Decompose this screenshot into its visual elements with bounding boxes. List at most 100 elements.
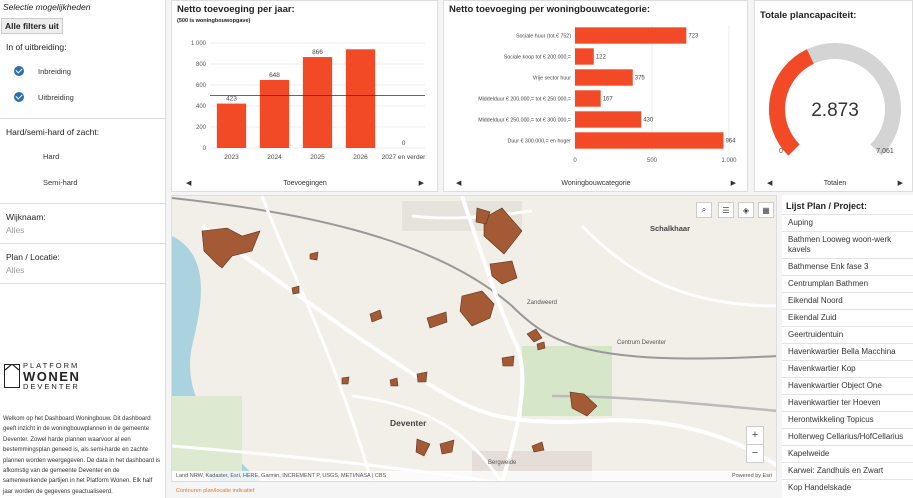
y-tick-label: 0 [203,146,207,152]
section-title: In of uitbreiding: [6,42,67,52]
bar[interactable] [575,48,594,65]
prev-arrow-icon[interactable]: ◀ [456,180,462,187]
plan-polygon[interactable] [475,207,491,225]
chart-title: Netto toevoeging per woningbouwcategorie… [449,4,651,15]
road [580,224,776,308]
list-item[interactable]: Eikendal Noord [782,292,913,309]
plan-polygon[interactable] [536,341,546,351]
plan-polygon[interactable] [341,376,350,385]
plan-polygon[interactable] [201,227,261,269]
list-item[interactable]: Kapelweide [782,445,913,462]
layers-icon[interactable]: ◈ [738,202,754,218]
x-tick-label: 500 [647,158,658,164]
road [351,394,503,481]
y-tick-label: 800 [196,62,207,68]
clear-filters-button[interactable]: Alle filters uit [1,18,63,34]
plan-polygon[interactable] [439,439,455,455]
next-arrow-icon[interactable]: ▶ [418,180,424,187]
option-uitbreiding[interactable]: Uitbreiding [6,84,159,110]
bar[interactable] [575,27,687,44]
search-icon[interactable]: ⌕ [696,202,712,218]
plan-polygon[interactable] [426,311,448,329]
bar[interactable] [575,69,633,86]
y-tick-label: 1.000 [191,41,207,47]
option-hard[interactable]: Hard [43,151,60,161]
list-item[interactable]: Centrumplan Bathmen [782,275,913,292]
zoom-in-icon[interactable]: + [751,429,759,441]
plan-polygon[interactable] [489,260,518,285]
chart-title: Totale plancapaciteit: [760,10,857,21]
wijknaam-value: Alles [6,225,25,235]
bar[interactable] [575,132,724,149]
nav-label: Woningbouwcategorie [561,179,631,187]
intro-text: Welkom op het Dashboard Woningbouw. Dit … [3,416,161,495]
plan-locations[interactable] [201,207,598,457]
bar[interactable] [259,79,290,148]
plan-polygon[interactable] [309,251,319,261]
y-tick-label: 400 [196,104,207,110]
data-label: 866 [312,49,323,56]
gauge-value-arc[interactable] [769,49,815,156]
bar[interactable] [302,57,333,148]
section-title: Plan / Locatie: [6,252,60,262]
plan-polygon[interactable] [459,290,495,327]
list-item[interactable]: Bathmen Looweg woon-werk kavels [782,231,913,258]
data-label: 167 [603,97,614,103]
list-item[interactable]: Havenkwartier Bella Macchina [782,343,913,360]
list-item[interactable]: Karwei: Zandhuis en Zwart [782,462,913,479]
data-label: 648 [269,72,280,79]
map-label: Centrum Deventer [617,340,666,346]
zoom-out-icon[interactable]: − [747,444,763,462]
list-item[interactable]: Havenkwartier Kop [782,360,913,377]
prev-arrow-icon[interactable]: ◀ [767,180,773,187]
zoom-control[interactable]: + − [746,426,764,463]
plan-polygon[interactable] [483,207,523,255]
map-view[interactable]: Schalkhaar Deventer Bergweide Centrum De… [171,195,777,482]
bar[interactable] [575,111,642,128]
list-item[interactable]: Havenkwartier ter Hoeven [782,394,913,411]
plan-polygon[interactable] [415,438,431,457]
plan-polygon[interactable] [416,371,428,383]
filter-section-wijknaam[interactable]: Wijknaam: Alles [0,204,165,244]
chart-card-per-categorie: Netto toevoeging per woningbouwcategorie… [443,0,748,192]
check-icon [14,92,24,102]
x-tick-label: 1.000 [721,158,737,164]
list-item[interactable]: Kop Handelskade [782,479,913,496]
option-inbreiding[interactable]: Inbreiding [6,58,159,84]
list-item[interactable]: Havenkwartier Object One [782,377,913,394]
park-area [522,346,612,416]
list-item[interactable]: Holterweg Cellarius/HofCellarius [782,428,913,445]
y-tick-label: Vrije sector huur [533,76,572,82]
qr-code-icon[interactable]: ▦ [758,202,774,218]
bar[interactable] [345,49,376,148]
road [411,209,533,220]
attribution-text: Land NRW, Kadaster, Esri, HERE, Garmin, … [176,473,387,479]
option-semi-hard[interactable]: Semi-hard [43,177,78,187]
list-item[interactable]: Bathmense Enk fase 3 [782,258,913,275]
map-canvas[interactable]: Schalkhaar Deventer Bergweide Centrum De… [172,196,777,482]
plan-polygon[interactable] [291,285,300,295]
plan-polygon[interactable] [531,441,545,453]
nav-label: Totalen [823,179,847,187]
list-item[interactable]: Eikendal Zuid [782,309,913,326]
bar[interactable] [575,90,601,107]
chart-subtitle: (500 is woningbouwopgave) [177,18,251,24]
plan-polygon[interactable] [389,377,399,387]
list-icon[interactable]: ☰ [718,202,734,218]
list-title: Lijst Plan / Project: [786,201,868,211]
list-item[interactable]: Auping [782,214,913,231]
next-arrow-icon[interactable]: ▶ [897,180,903,187]
plan-polygon[interactable] [501,355,515,367]
filter-section-plan-locatie[interactable]: Plan / Locatie: Alles [0,244,165,284]
list-item[interactable]: Herontwikkeling Topicus [782,411,913,428]
plan-polygon[interactable] [569,391,598,417]
list-item[interactable]: Geertruidentuin [782,326,913,343]
powered-by-text[interactable]: Powered by Esri [731,473,772,479]
bar[interactable] [216,103,247,148]
plan-polygon[interactable] [526,328,543,343]
house-icon [4,364,20,388]
prev-arrow-icon[interactable]: ◀ [186,180,192,187]
next-arrow-icon[interactable]: ▶ [730,180,736,187]
plan-polygon[interactable] [369,309,383,323]
